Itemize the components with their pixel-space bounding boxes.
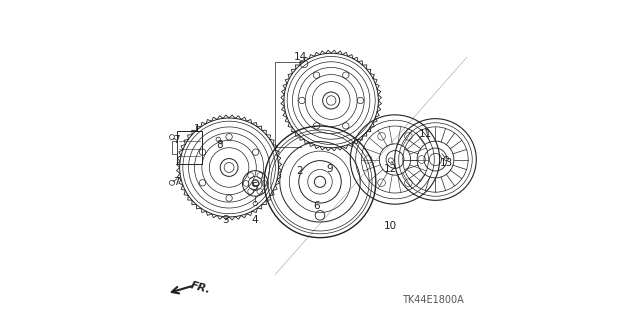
Text: 1: 1	[194, 124, 200, 134]
Text: 10: 10	[383, 221, 397, 232]
Text: 3: 3	[223, 215, 229, 225]
Text: 2: 2	[296, 166, 303, 176]
Text: 6: 6	[314, 201, 320, 211]
Text: 7: 7	[173, 177, 180, 187]
Text: 9: 9	[326, 164, 333, 174]
Text: 7: 7	[173, 135, 180, 145]
Text: 5: 5	[252, 182, 258, 192]
Bar	[177, 131, 202, 164]
Text: FR.: FR.	[189, 280, 212, 295]
Bar	[172, 141, 177, 154]
Text: 12: 12	[383, 164, 397, 174]
Text: 11: 11	[419, 129, 432, 139]
Text: 4: 4	[252, 215, 258, 225]
Text: 13: 13	[440, 158, 452, 168]
Text: 8: 8	[216, 140, 223, 150]
Text: 14: 14	[294, 52, 307, 63]
Text: TK44E1800A: TK44E1800A	[402, 295, 463, 305]
